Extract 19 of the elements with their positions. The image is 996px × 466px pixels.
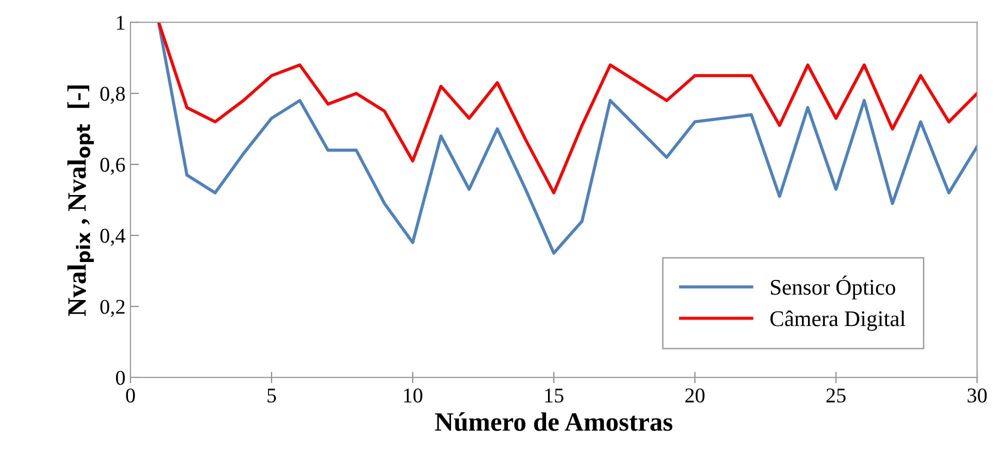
legend-label: Sensor Óptico	[770, 276, 896, 300]
line-series	[157, 22, 978, 255]
x-tick-label: 20	[685, 388, 704, 403]
y-tick-label: 0,6	[100, 158, 125, 175]
y-axis-title: Nval$_{pix}$ , Nval$_{opt}$ [-]	[67, 85, 94, 316]
x-tick-label: 25	[826, 388, 846, 403]
x-tick-label: 10	[404, 388, 422, 403]
x-tick-label: 0	[126, 388, 135, 403]
x-tick-label: 15	[545, 388, 564, 403]
y-tick-label: 0,2	[100, 300, 124, 317]
y-tick-label: 0,8	[100, 86, 125, 104]
y-tick-label: 1	[117, 16, 124, 30]
legend-label: Câmera Digital	[770, 310, 906, 331]
line-series	[157, 22, 978, 194]
x-tick-label: 30	[968, 388, 987, 403]
x-tick-label: 5	[268, 388, 276, 403]
y-tick-label: 0	[116, 370, 125, 385]
y-tick-label: 0,4	[100, 228, 126, 246]
x-axis-title: Número de Amostras	[435, 412, 672, 431]
